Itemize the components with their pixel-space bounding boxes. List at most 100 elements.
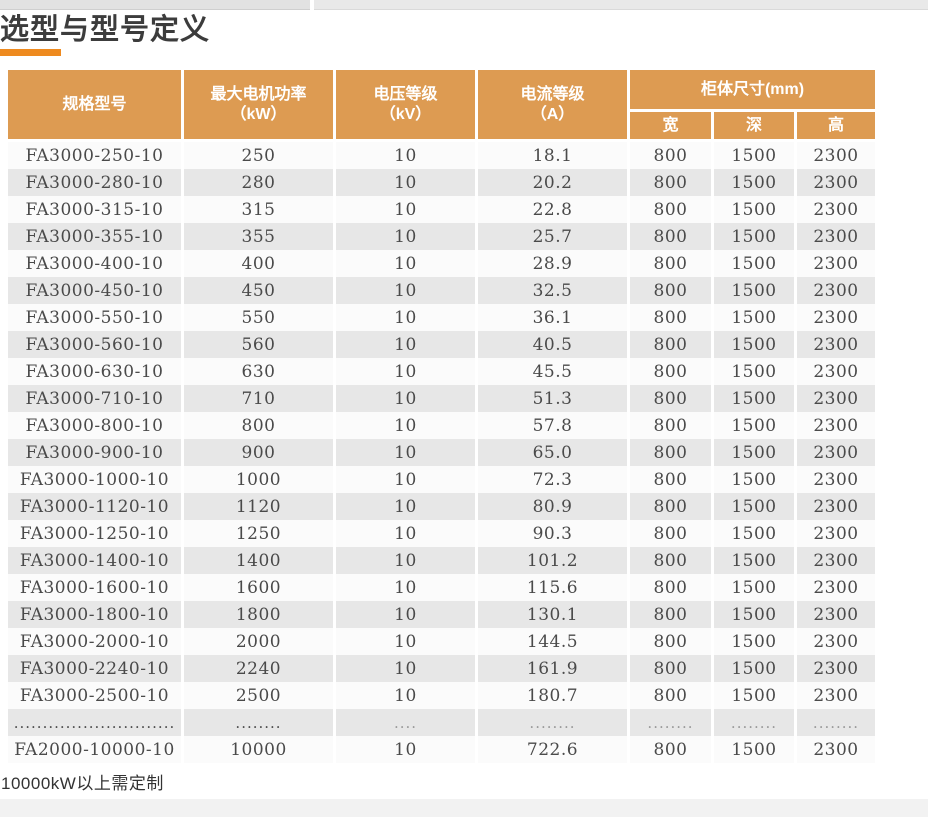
table-cell: 630 <box>184 358 333 385</box>
page-title: 选型与型号定义 <box>0 14 211 46</box>
table-cell: 2300 <box>797 169 875 196</box>
table-cell: FA3000-2500-10 <box>8 682 181 709</box>
table-row: FA3000-560-10 560 10 40.5 800 1500 2300 <box>8 331 875 358</box>
table-cell: FA3000-630-10 <box>8 358 181 385</box>
table-cell: 1500 <box>714 277 794 304</box>
table-cell: ........ <box>714 709 794 736</box>
table-cell: 18.1 <box>478 142 627 169</box>
table-cell: ............................ <box>8 709 181 736</box>
title-underline <box>0 49 61 56</box>
table-cell: 800 <box>630 223 711 250</box>
table-cell: FA3000-250-10 <box>8 142 181 169</box>
table-cell: FA3000-2240-10 <box>8 655 181 682</box>
table-row: FA2000-10000-10 10000 10 722.6 800 1500 2300 <box>8 736 875 763</box>
table-cell: 800 <box>630 601 711 628</box>
table-cell: 1250 <box>184 520 333 547</box>
table-row: FA3000-315-10 315 10 22.8 800 1500 2300 <box>8 196 875 223</box>
table-cell: 130.1 <box>478 601 627 628</box>
table-cell: 144.5 <box>478 628 627 655</box>
table-cell: 1500 <box>714 493 794 520</box>
table-cell: 1500 <box>714 601 794 628</box>
table-cell: 20.2 <box>478 169 627 196</box>
table-row: FA3000-800-10 800 10 57.8 800 1500 2300 <box>8 412 875 439</box>
table-cell: 2300 <box>797 628 875 655</box>
table-cell: 1500 <box>714 223 794 250</box>
table-cell: 10 <box>336 655 475 682</box>
table-cell: 90.3 <box>478 520 627 547</box>
table-cell: ........ <box>797 709 875 736</box>
table-cell: ........ <box>478 709 627 736</box>
table-cell: 10 <box>336 628 475 655</box>
table-cell: 22.8 <box>478 196 627 223</box>
table-row: ........................................… <box>8 709 875 736</box>
table-cell: 2500 <box>184 682 333 709</box>
table-cell: 2300 <box>797 412 875 439</box>
table-cell: FA3000-1250-10 <box>8 520 181 547</box>
table-cell: 10000 <box>184 736 333 763</box>
table-row: FA3000-450-10 450 10 32.5 800 1500 2300 <box>8 277 875 304</box>
table-cell: 2300 <box>797 682 875 709</box>
header-model-label: 规格型号 <box>62 95 127 113</box>
table-row: FA3000-710-10 710 10 51.3 800 1500 2300 <box>8 385 875 412</box>
table-cell: 2300 <box>797 385 875 412</box>
table-row: FA3000-400-10 400 10 28.9 800 1500 2300 <box>8 250 875 277</box>
table-cell: 800 <box>630 142 711 169</box>
table-cell: 45.5 <box>478 358 627 385</box>
table-cell: 1600 <box>184 574 333 601</box>
table-cell: 800 <box>630 331 711 358</box>
table-cell: 1120 <box>184 493 333 520</box>
table-cell: 1500 <box>714 358 794 385</box>
table-cell: 80.9 <box>478 493 627 520</box>
table-cell: 2300 <box>797 277 875 304</box>
table-cell: 180.7 <box>478 682 627 709</box>
table-cell: 800 <box>630 628 711 655</box>
table-row: FA3000-2240-10 2240 10 161.9 800 1500 2300 <box>8 655 875 682</box>
table-cell: 800 <box>630 412 711 439</box>
table-cell: 800 <box>630 736 711 763</box>
table-row: FA3000-1800-10 1800 10 130.1 800 1500 2300 <box>8 601 875 628</box>
table-cell: FA3000-355-10 <box>8 223 181 250</box>
table-cell: 10 <box>336 142 475 169</box>
table-cell: 2300 <box>797 358 875 385</box>
table-cell: 250 <box>184 142 333 169</box>
table-cell: FA2000-10000-10 <box>8 736 181 763</box>
bottom-section-band <box>0 799 928 817</box>
table-cell: 101.2 <box>478 547 627 574</box>
table-cell: FA3000-400-10 <box>8 250 181 277</box>
table-row: FA3000-355-10 355 10 25.7 800 1500 2300 <box>8 223 875 250</box>
table-cell: 1500 <box>714 628 794 655</box>
table-cell: 10 <box>336 331 475 358</box>
table-cell: 1400 <box>184 547 333 574</box>
table-cell: 1500 <box>714 574 794 601</box>
table-cell: 400 <box>184 250 333 277</box>
table-cell: 800 <box>630 196 711 223</box>
table-cell: 1500 <box>714 250 794 277</box>
spec-table: 规格型号 最大电机功率 （kW） 电压等级 （kV） 电流等级 （A） 柜体尺寸… <box>5 70 878 763</box>
table-row: FA3000-2000-10 2000 10 144.5 800 1500 2300 <box>8 628 875 655</box>
table-cell: 10 <box>336 304 475 331</box>
table-cell: 800 <box>630 439 711 466</box>
header-cabinet-size: 柜体尺寸(mm) <box>630 70 875 112</box>
table-cell: 2300 <box>797 439 875 466</box>
table-cell: 2300 <box>797 493 875 520</box>
table-cell: 1500 <box>714 304 794 331</box>
table-cell: FA3000-1600-10 <box>8 574 181 601</box>
table-cell: 57.8 <box>478 412 627 439</box>
table-cell: 10 <box>336 547 475 574</box>
table-cell: 25.7 <box>478 223 627 250</box>
table-cell: FA3000-800-10 <box>8 412 181 439</box>
table-cell: 800 <box>630 304 711 331</box>
table-cell: 10 <box>336 385 475 412</box>
table-cell: 2300 <box>797 223 875 250</box>
table-row: FA3000-280-10 280 10 20.2 800 1500 2300 <box>8 169 875 196</box>
table-cell: 2300 <box>797 520 875 547</box>
table-row: FA3000-1120-10 1120 10 80.9 800 1500 2300 <box>8 493 875 520</box>
table-cell: 10 <box>336 682 475 709</box>
table-cell: 1000 <box>184 466 333 493</box>
table-cell: 40.5 <box>478 331 627 358</box>
header-voltage-line2: （kV） <box>379 105 432 123</box>
table-row: FA3000-1400-10 1400 10 101.2 800 1500 2300 <box>8 547 875 574</box>
table-cell: 2300 <box>797 736 875 763</box>
table-cell: 1500 <box>714 466 794 493</box>
header-current-line2: （A） <box>530 105 575 123</box>
